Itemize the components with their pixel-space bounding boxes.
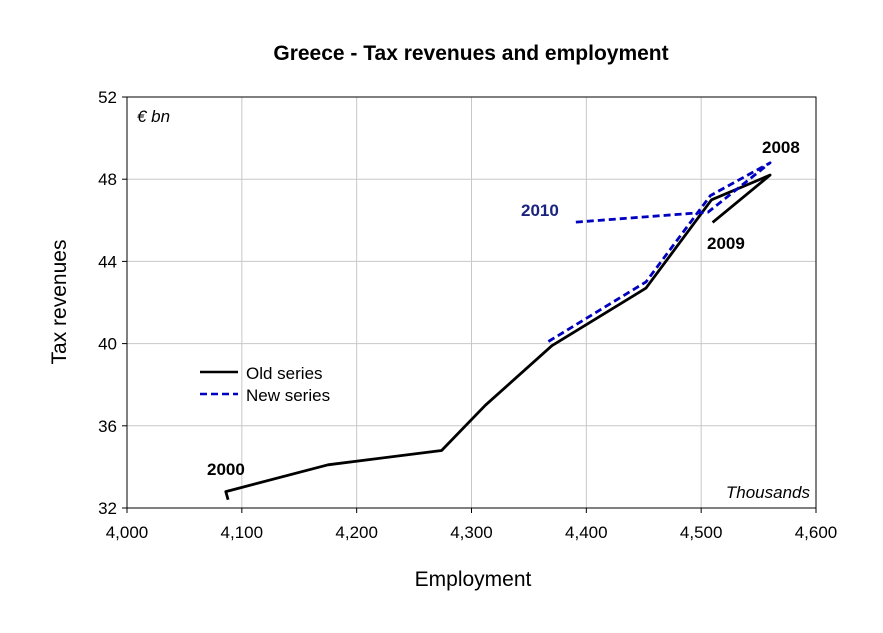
y-tick-label: 40 bbox=[98, 335, 117, 354]
y-axis-title: Tax revenues bbox=[48, 240, 71, 365]
series-line-new-series bbox=[547, 161, 772, 343]
annotation-2000: 2000 bbox=[207, 460, 245, 479]
x-tick-label: 4,300 bbox=[450, 523, 493, 542]
x-axis-title: Employment bbox=[415, 568, 532, 591]
x-unit-label: Thousands bbox=[726, 483, 811, 502]
chart-title: Greece - Tax revenues and employment bbox=[273, 42, 668, 65]
x-tick-label: 4,200 bbox=[335, 523, 378, 542]
annotations: 2000 2008 2009 2010 bbox=[207, 138, 800, 479]
series-line-old-series bbox=[224, 173, 772, 501]
y-tick-label: 48 bbox=[98, 170, 117, 189]
x-tick-label: 4,000 bbox=[106, 523, 149, 542]
x-axis: 4,000 4,100 4,200 4,300 4,400 4,500 4,600 bbox=[106, 508, 838, 542]
y-tick-label: 36 bbox=[98, 417, 117, 436]
x-tick-label: 4,500 bbox=[680, 523, 723, 542]
y-axis: 32 36 40 44 48 52 bbox=[98, 88, 127, 518]
annotation-2009: 2009 bbox=[707, 234, 745, 253]
legend-label-old-series: Old series bbox=[246, 364, 323, 383]
x-tick-label: 4,100 bbox=[221, 523, 264, 542]
annotation-2008: 2008 bbox=[762, 138, 800, 157]
y-tick-label: 52 bbox=[98, 88, 117, 107]
legend: Old series New series bbox=[200, 364, 330, 405]
x-tick-label: 4,600 bbox=[795, 523, 838, 542]
y-tick-label: 32 bbox=[98, 499, 117, 518]
grid bbox=[127, 97, 816, 508]
annotation-2010: 2010 bbox=[521, 201, 559, 220]
y-tick-label: 44 bbox=[98, 252, 117, 271]
x-tick-label: 4,400 bbox=[565, 523, 608, 542]
legend-label-new-series: New series bbox=[246, 386, 330, 405]
series-group bbox=[224, 161, 772, 501]
y-unit-label: € bn bbox=[137, 107, 170, 126]
